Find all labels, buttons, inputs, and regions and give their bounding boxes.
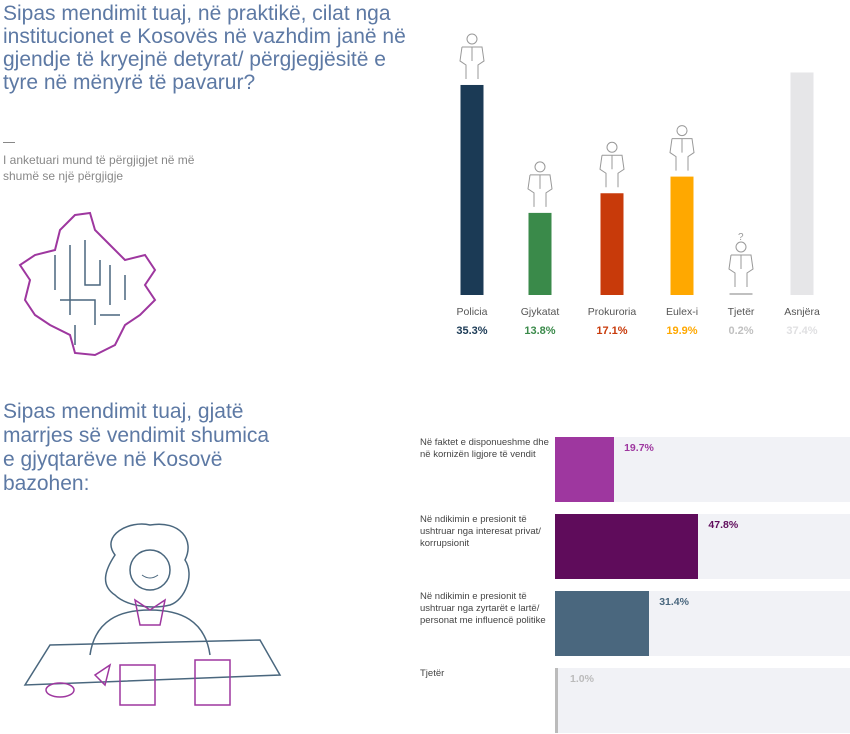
question-2-title: Sipas mendimit tuaj, gjatë marrjes së ve… — [3, 400, 270, 495]
category-label: Në ndikimin e presionit të ushtruar nga … — [420, 514, 541, 549]
bar-track: 47.8% — [555, 514, 850, 579]
value-label: 17.1% — [596, 325, 627, 337]
svg-text:?: ? — [738, 232, 744, 243]
bar-fill — [555, 668, 558, 733]
value-label: 13.8% — [524, 325, 555, 337]
bar-track: 19.7% — [555, 437, 850, 502]
person-icon: ? — [728, 232, 754, 287]
value-label: 0.2% — [728, 325, 753, 337]
category-label: Prokuroria — [588, 306, 637, 318]
person-icon — [459, 33, 485, 79]
value-label: 35.3% — [456, 325, 487, 337]
question-1-note: I anketuari mund të përgjigjet në më shu… — [3, 153, 195, 183]
person-icon — [599, 141, 625, 188]
category-label: Në faktet e disponueshme dhe në kornizën… — [420, 437, 549, 460]
category-label: Tjetër — [728, 306, 755, 318]
value-label: 19.7% — [624, 442, 654, 454]
bar-row: Në faktet e disponueshme dhe në kornizën… — [420, 437, 850, 502]
bar-fill — [555, 514, 699, 579]
value-label: 37.4% — [786, 325, 817, 337]
bar-fill — [555, 591, 650, 656]
value-label: 47.8% — [708, 519, 739, 531]
bar-row: Në ndikimin e presionit të ushtruar nga … — [420, 514, 850, 579]
category-label: Në ndikimin e presionit të ushtruar nga … — [420, 591, 546, 626]
bar-track: 1.0% — [555, 668, 850, 733]
bar-tjetër — [729, 293, 753, 295]
divider — [3, 142, 15, 143]
question-1-title: Sipas mendimit tuaj, në praktikë, cilat … — [3, 2, 406, 94]
category-label: Policia — [457, 306, 488, 318]
bar-track: 31.4% — [555, 591, 850, 656]
institutions-bar-chart: Policia 35.3% Gjykatat 13.8% Prokuroria 17.1%… — [456, 33, 820, 337]
judge-illustration — [23, 523, 282, 706]
category-label: Tjetër — [420, 668, 445, 679]
bar-fill — [555, 437, 615, 502]
bar-row: Në ndikimin e presionit të ushtruar nga … — [420, 591, 850, 656]
value-label: 1.0% — [570, 673, 594, 685]
bar-asnjëra — [790, 72, 814, 295]
person-icon — [527, 161, 553, 207]
bar-prokuroria — [600, 193, 624, 295]
bar-gjykatat — [528, 212, 552, 295]
person-icon — [669, 125, 695, 171]
bar-row: Tjetër 1.0% — [420, 668, 850, 733]
bar-policia — [460, 84, 484, 295]
category-label: Asnjëra — [784, 306, 820, 318]
value-label: 19.9% — [666, 325, 697, 337]
category-label: Gjykatat — [521, 306, 560, 318]
kosovo-map-illustration — [18, 211, 157, 357]
value-label: 31.4% — [659, 596, 689, 608]
bar-eulex-i — [670, 176, 694, 295]
category-label: Eulex-i — [666, 306, 698, 318]
